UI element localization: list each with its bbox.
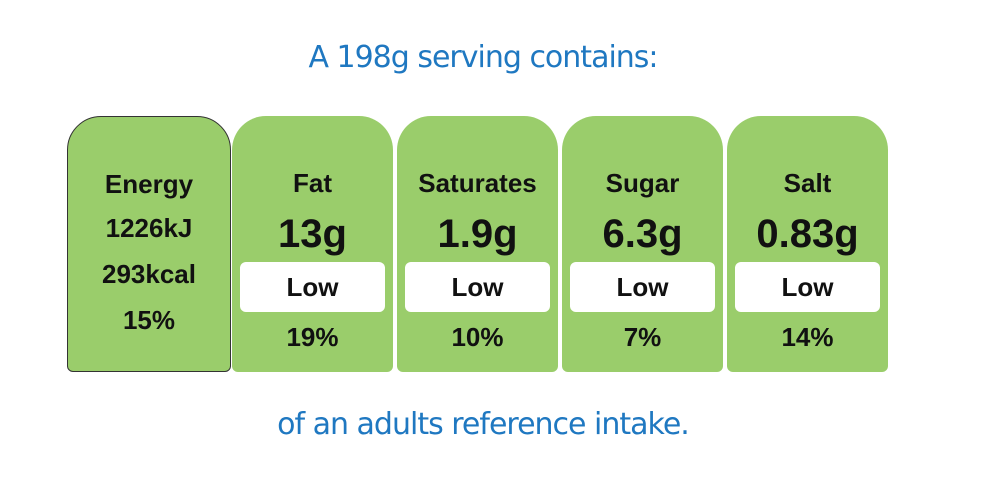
footer: of an adults reference intake. [277, 407, 690, 442]
nutrient-card: Sugar 6.3g Low 7% [562, 116, 723, 372]
nutrient-card: Salt 0.83g Low 14% [727, 116, 888, 372]
nutrient-amount: 13g [278, 212, 347, 256]
nutrient-percent: 19% [286, 322, 339, 352]
nutrient-percent: 14% [781, 322, 834, 352]
nutrient-label: Salt [783, 168, 832, 198]
nutrient-label: Fat [293, 168, 332, 198]
nutrient-level: Low [405, 262, 550, 312]
energy-kcal: 293kcal [102, 259, 196, 289]
nutrient-amount: 6.3g [602, 212, 683, 256]
nutrient-card: Saturates 1.9g Low 10% [397, 116, 558, 372]
title: A 198g serving contains: [308, 40, 658, 75]
nutrient-label: Saturates [418, 168, 537, 198]
nutrient-percent: 7% [623, 322, 662, 352]
nutrient-card: Fat 13g Low 19% [232, 116, 393, 372]
energy-card: Energy 1226kJ 293kcal 15% [67, 116, 231, 372]
nutrient-level: Low [570, 262, 715, 312]
energy-percent: 15% [122, 305, 176, 335]
energy-label: Energy [104, 169, 194, 199]
nutrient-percent: 10% [451, 322, 504, 352]
nutrient-amount: 0.83g [756, 212, 859, 256]
nutrient-level: Low [240, 262, 385, 312]
energy-kj: 1226kJ [105, 213, 193, 243]
nutrient-amount: 1.9g [437, 212, 518, 256]
nutrient-level: Low [735, 262, 880, 312]
nutrient-label: Sugar [605, 168, 680, 198]
